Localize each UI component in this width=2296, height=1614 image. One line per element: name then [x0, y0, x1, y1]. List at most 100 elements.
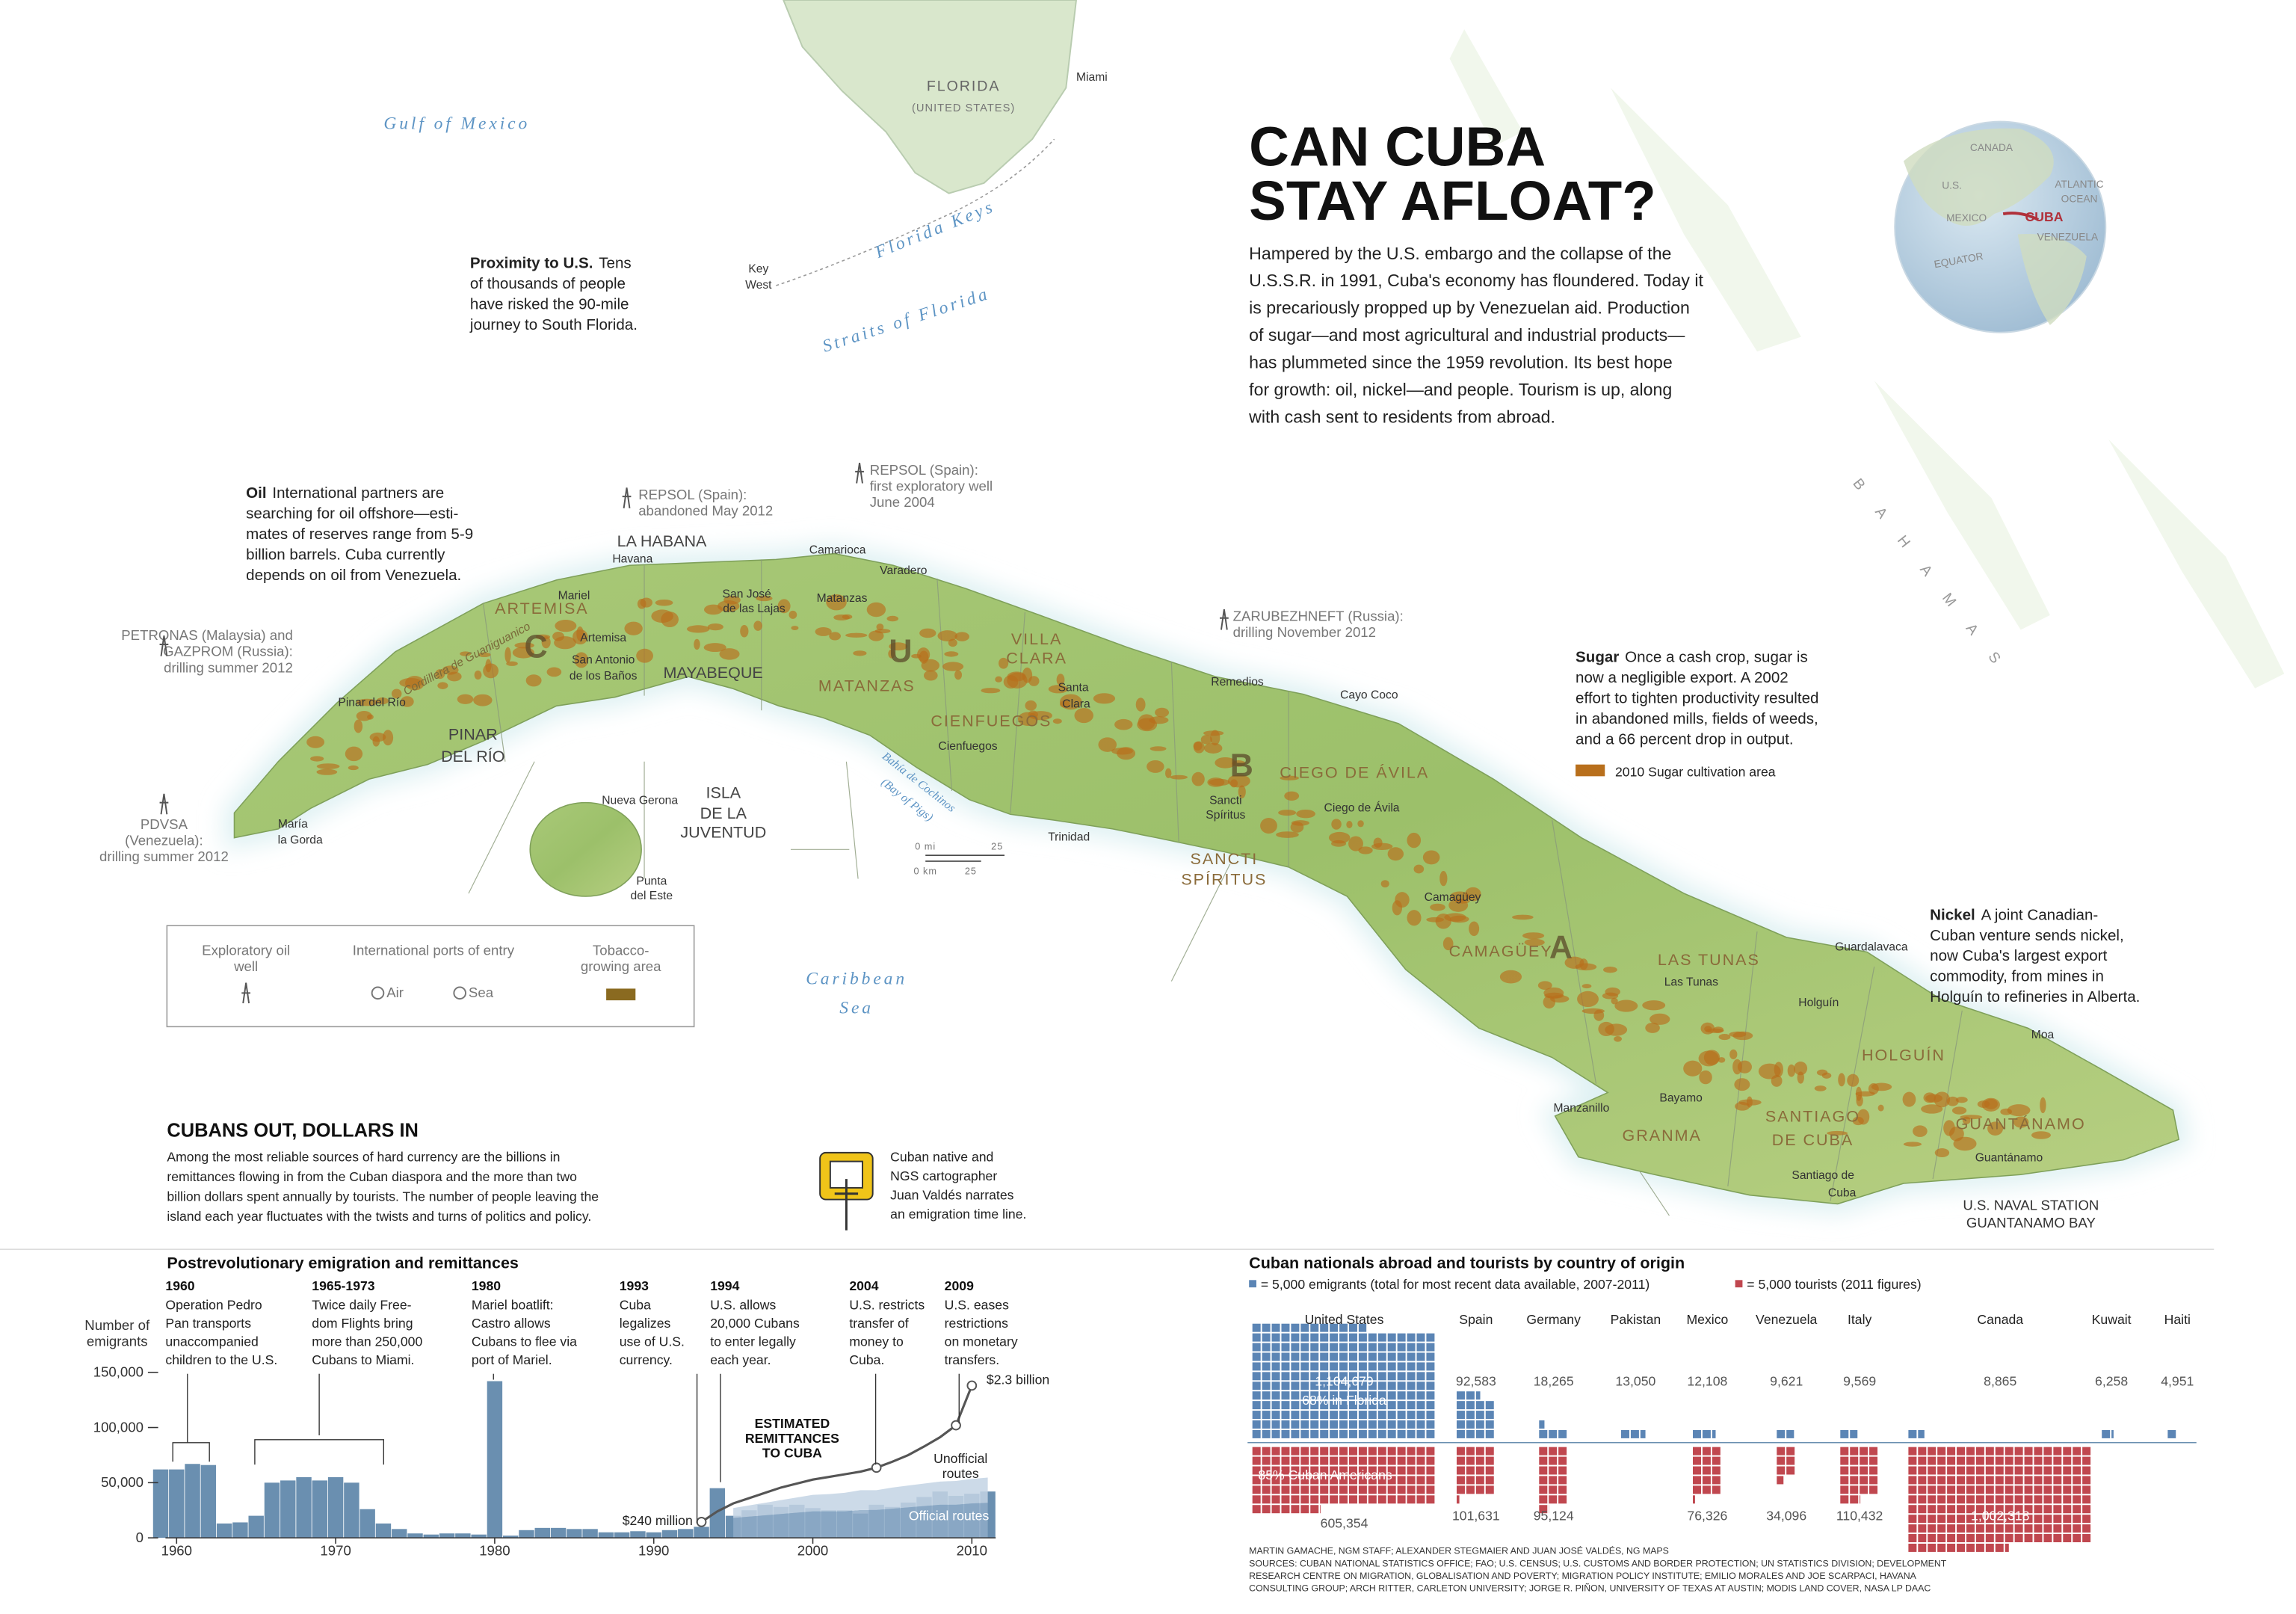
sugar-patch [1346, 821, 1353, 828]
waffle-cell [1957, 1524, 1966, 1533]
place-label: CAMAGÜEY [1449, 941, 1553, 960]
waffle-cell [1358, 1429, 1367, 1438]
waffle-cell [2034, 1476, 2043, 1485]
waffle-cell [1918, 1429, 1925, 1438]
place-label: (UNITED STATES) [912, 102, 1015, 114]
value-label: 92,583 [1456, 1373, 1496, 1388]
waffle-cell [2024, 1524, 2033, 1533]
credit-line: RESEARCH CENTRE ON MIGRATION, GLOBALISAT… [1249, 1571, 1916, 1581]
waffle-cell [2024, 1447, 2033, 1456]
waffle-cell [1387, 1391, 1396, 1400]
sugar-patch [954, 632, 969, 641]
sea-icon [453, 986, 467, 1000]
sugar-patch [791, 626, 799, 630]
waffle-cell [1456, 1476, 1465, 1485]
sugar-swatch [1576, 764, 1605, 777]
waffle-cell [1310, 1362, 1319, 1371]
waffle-cell [1850, 1466, 1859, 1475]
sugar-patch [889, 642, 908, 651]
waffle-cell [1485, 1411, 1494, 1420]
waffle-cell [2063, 1495, 2072, 1504]
sugar-patch [1512, 914, 1534, 920]
event-line: Cuba. [849, 1352, 884, 1367]
waffle-cell [1281, 1456, 1290, 1465]
waffle-cell [1339, 1429, 1348, 1438]
waffle-cell [1937, 1505, 1946, 1514]
globe-label: OCEAN [2061, 193, 2098, 204]
bar [280, 1480, 296, 1538]
waffle-cell [2034, 1466, 2043, 1475]
waffle-cell [1786, 1466, 1795, 1475]
sugar-patch [435, 669, 445, 680]
place-label: Ciego de Ávila [1324, 800, 1400, 814]
sugar-patch [1645, 1022, 1660, 1033]
waffle-cell [1262, 1420, 1271, 1429]
waffle-cell [1558, 1495, 1567, 1504]
waffle-cell [1262, 1447, 1271, 1456]
waffle-cell [1407, 1447, 1416, 1456]
waffle-cell [1985, 1447, 1994, 1456]
waffle-cell [1310, 1323, 1319, 1332]
waffle-cell [1330, 1352, 1339, 1361]
bahamas-islands [1449, 29, 2285, 689]
sugar-patch [1581, 984, 1592, 989]
sugar-patch [1056, 674, 1065, 686]
bar [392, 1529, 407, 1538]
waffle-cell [1850, 1495, 1859, 1504]
waffle-cell [2034, 1456, 2043, 1465]
oil-well-label: abandoned May 2012 [638, 503, 773, 519]
bar [661, 1530, 678, 1538]
place-label: de las Lajas [723, 603, 786, 615]
waffle-cell [1947, 1495, 1956, 1504]
waffle-cell [1377, 1429, 1386, 1438]
waffle-cell [1271, 1382, 1280, 1390]
waffle-cell [1368, 1466, 1377, 1475]
waffle-cell [1407, 1382, 1416, 1390]
waffle-cell [1407, 1485, 1416, 1494]
sugar-patch [826, 594, 847, 611]
waffle-cell [1252, 1391, 1261, 1400]
sugar-patch [1448, 899, 1469, 912]
waffle-cell [1291, 1382, 1300, 1390]
category-label: Mexico [1686, 1312, 1728, 1327]
waffle-cell [1558, 1429, 1567, 1438]
waffle-cell [1966, 1447, 1975, 1456]
waffle-cell [1860, 1466, 1868, 1475]
waffle-cell [1485, 1429, 1494, 1438]
waffle-cell [1426, 1485, 1435, 1494]
waffle-cell [1928, 1495, 1937, 1504]
credit-line: CONSULTING GROUP; ARCH RITTER, CARLETON … [1249, 1583, 1931, 1594]
waffle-cell [1397, 1391, 1406, 1400]
waffle-cell [1262, 1352, 1271, 1361]
note-head: Sugar [1576, 649, 1619, 666]
sugar-patch [1614, 1035, 1623, 1042]
sugar-patch [1203, 730, 1224, 736]
waffle-cell [1416, 1343, 1425, 1352]
globe-land [2017, 234, 2087, 325]
waffle-cell [1377, 1485, 1386, 1494]
waffle-cell [2111, 1429, 2114, 1438]
waffle-cell [1252, 1466, 1261, 1475]
waffle-cell [1485, 1420, 1494, 1429]
place-label: MATANZAS [818, 677, 916, 695]
event-line: each year. [710, 1352, 771, 1367]
waffle-cell [1947, 1485, 1956, 1494]
waffle-cell [1426, 1372, 1435, 1381]
place-label: Miami [1076, 71, 1108, 84]
intro-line: is precariously propped up by Venezuelan… [1249, 298, 1690, 318]
waffle-cell [1368, 1456, 1377, 1465]
waffle-cell [1320, 1429, 1329, 1438]
place-label: la Gorda [278, 834, 323, 846]
waffle-cell [1549, 1466, 1558, 1475]
sugar-patch [1025, 700, 1037, 711]
waffle-cell [1908, 1524, 1917, 1533]
waffle-cell [1918, 1534, 1927, 1543]
waffle-cell [1368, 1382, 1377, 1390]
sugar-patch [1857, 1109, 1870, 1125]
waffle-cell [1966, 1505, 1975, 1514]
waffle-cell [1869, 1476, 1878, 1485]
x-tick-label: 2000 [797, 1543, 828, 1559]
waffle-cell [1281, 1420, 1290, 1429]
waffle-cell [1466, 1485, 1475, 1494]
waffle-cell [1975, 1476, 1984, 1485]
